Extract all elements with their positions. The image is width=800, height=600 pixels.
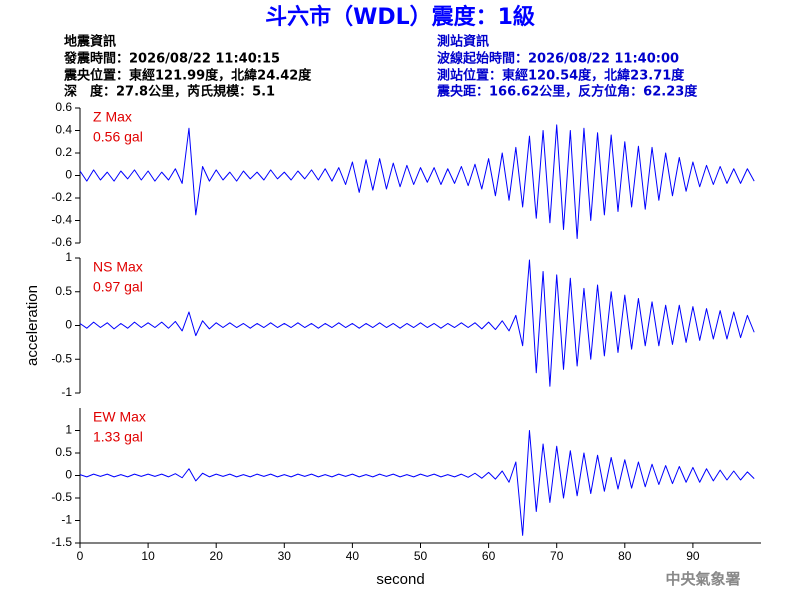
y-tick-label: -1 — [61, 385, 72, 399]
y-tick-label: 0.2 — [55, 145, 72, 159]
footer: 中央氣象署 — [665, 570, 740, 588]
y-tick-label: 1 — [65, 250, 72, 264]
info-line: 震央位置：東經121.99度，北緯24.42度 — [63, 68, 312, 84]
info-line: 地震資訊 — [64, 34, 116, 50]
y-tick-label: -0.6 — [51, 235, 72, 249]
max-annotation: 1.33 gal — [93, 429, 143, 445]
y-tick-label: -0.4 — [51, 213, 72, 227]
y-tick-label: 0.4 — [55, 123, 72, 137]
y-tick-label: 0 — [65, 468, 72, 482]
quake-info: 地震資訊 發震時間：2026/08/22 11:40:15 震央位置：東經121… — [63, 34, 312, 100]
y-axis-label: acceleration — [24, 285, 41, 366]
x-tick-label: 70 — [550, 549, 564, 563]
y-tick-label: -1 — [61, 513, 72, 527]
max-annotation: 0.97 gal — [93, 279, 143, 295]
y-tick-label: -0.5 — [51, 351, 72, 365]
x-tick-label: 60 — [482, 549, 496, 563]
y-tick-label: 0 — [65, 168, 72, 182]
y-tick-label: 0.5 — [55, 284, 72, 298]
info-line: 震央距：166.62公里，反方位角：62.23度 — [436, 84, 698, 100]
y-tick-label: 0 — [65, 318, 72, 332]
x-tick-label: 40 — [346, 549, 360, 563]
max-annotation: 0.56 gal — [93, 129, 143, 145]
waveform — [79, 259, 755, 387]
x-tick-label: 50 — [414, 549, 428, 563]
x-tick-label: 90 — [686, 549, 700, 563]
info-line: 深 度：27.8公里，芮氏規模：5.1 — [64, 84, 275, 100]
x-tick-label: 20 — [210, 549, 224, 563]
x-tick-label: 0 — [77, 549, 84, 563]
x-tick-label: 30 — [278, 549, 292, 563]
info-line: 發震時間：2026/08/22 11:40:15 — [63, 51, 280, 67]
waveform — [79, 124, 755, 239]
info-line: 測站資訊 — [437, 34, 489, 50]
info-line: 波線起始時間：2026/08/22 11:40:00 — [437, 51, 679, 67]
x-tick-label: 80 — [618, 549, 632, 563]
y-tick-label: -0.2 — [51, 190, 72, 204]
chart-title: 斗六市（WDL）震度：1級 — [265, 4, 535, 30]
y-tick-label: -0.5 — [51, 490, 72, 504]
x-axis-label: second — [376, 571, 424, 588]
x-tick-label: 10 — [141, 549, 155, 563]
max-annotation: Z Max — [93, 109, 132, 125]
y-tick-label: -1.5 — [51, 535, 72, 549]
info-line: 測站位置：東經120.54度，北緯23.71度 — [437, 68, 685, 84]
waveform — [79, 430, 755, 536]
y-tick-label: 0.6 — [55, 100, 72, 114]
y-tick-label: 1 — [65, 423, 72, 437]
y-tick-label: 0.5 — [55, 445, 72, 459]
max-annotation: NS Max — [93, 259, 143, 275]
station-info: 測站資訊 波線起始時間：2026/08/22 11:40:00 測站位置：東經1… — [436, 34, 698, 100]
max-annotation: EW Max — [93, 409, 146, 425]
